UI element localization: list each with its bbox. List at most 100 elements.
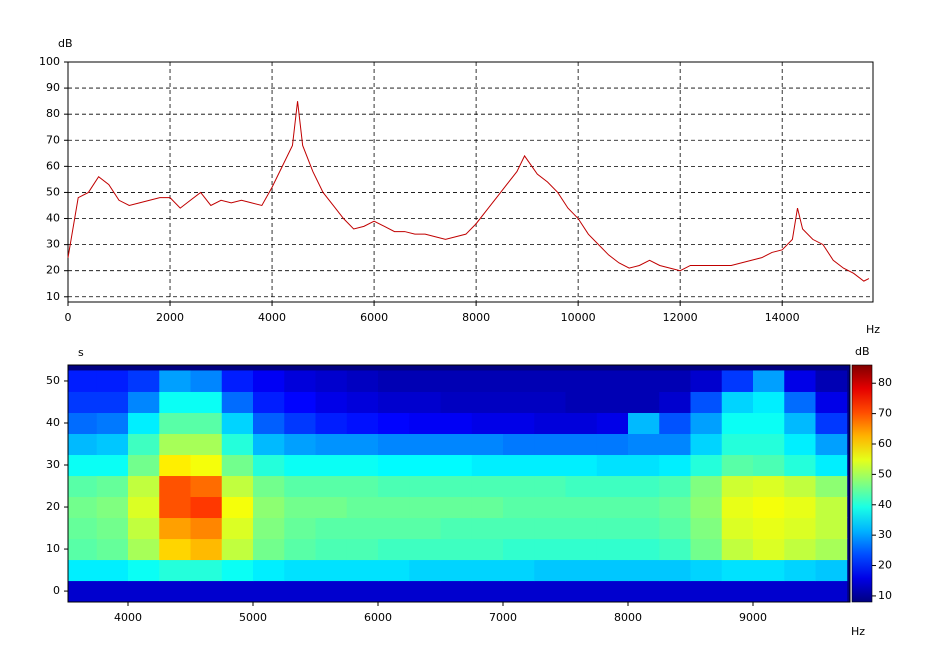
heat-cell	[159, 412, 191, 434]
heat-cell	[565, 475, 598, 498]
heat-cell	[534, 496, 566, 519]
heat-cell	[221, 517, 254, 540]
heat-cell	[409, 538, 441, 561]
heat-cell	[659, 580, 691, 603]
heat-cell	[753, 412, 785, 434]
heat-cell	[221, 370, 254, 392]
heat-cell	[659, 538, 691, 561]
heat-cell	[440, 370, 473, 392]
heat-cell	[440, 580, 473, 603]
heat-cell	[721, 496, 754, 519]
heat-cell	[284, 475, 316, 498]
heat-cell	[253, 538, 285, 561]
heat-cell	[409, 391, 441, 413]
heat-cell	[721, 538, 754, 561]
colorbar-tick-label: 60	[878, 437, 892, 450]
heat-cell	[159, 475, 191, 498]
heat-cell	[346, 475, 379, 498]
heat-cell	[690, 559, 723, 582]
heat-cell	[628, 412, 660, 434]
heat-cell	[659, 559, 691, 582]
heat-cell	[503, 370, 535, 392]
y-tick-label: 50	[46, 374, 60, 387]
heat-cell	[471, 391, 504, 413]
heat-cell	[253, 475, 285, 498]
heat-cell	[128, 475, 160, 498]
heat-cell	[784, 370, 816, 392]
heat-cell	[284, 412, 316, 434]
heat-cell	[284, 391, 316, 413]
heat-cell	[68, 454, 98, 477]
heat-cell	[253, 433, 285, 456]
y-tick-label: 30	[46, 458, 60, 471]
heat-cell	[96, 559, 129, 582]
heat-cell	[96, 412, 129, 434]
heat-cell	[784, 454, 816, 477]
heat-cell	[96, 391, 129, 413]
x-tick-label: 8000	[462, 311, 490, 324]
heat-cell	[596, 580, 629, 603]
heat-cell	[753, 433, 785, 456]
heat-cell	[503, 475, 535, 498]
heat-cell	[315, 475, 348, 498]
heat-cell	[534, 454, 566, 477]
heat-cell	[346, 433, 379, 456]
heat-cell	[190, 454, 223, 477]
heat-cell	[378, 412, 410, 434]
spectrogram	[68, 365, 850, 603]
heat-cell	[565, 559, 598, 582]
heat-cell	[221, 496, 254, 519]
heat-cell	[253, 391, 285, 413]
x-tick-label: 2000	[156, 311, 184, 324]
heat-cell	[346, 412, 379, 434]
heat-cell	[471, 496, 504, 519]
heat-cell	[596, 559, 629, 582]
heat-cell	[815, 433, 848, 456]
heat-cell	[378, 496, 410, 519]
heat-cell	[96, 454, 129, 477]
y-tick-label: 30	[46, 238, 60, 251]
heat-cell	[753, 496, 785, 519]
heat-cell	[128, 391, 160, 413]
heat-cell	[190, 475, 223, 498]
heat-cell	[534, 433, 566, 456]
heat-cell	[253, 370, 285, 392]
heat-cell	[96, 475, 129, 498]
heat-cell	[440, 475, 473, 498]
y-tick-label: 50	[46, 185, 60, 198]
heat-cell	[690, 475, 723, 498]
heat-cell	[628, 559, 660, 582]
heat-cell	[815, 454, 848, 477]
heat-cell	[815, 559, 848, 582]
heat-cell	[284, 433, 316, 456]
heat-cell	[253, 496, 285, 519]
y-tick-label: 40	[46, 212, 60, 225]
heat-cell	[721, 370, 754, 392]
heat-cell	[503, 559, 535, 582]
heat-cell	[753, 517, 785, 540]
heat-cell	[128, 559, 160, 582]
colorbar-tick-label: 10	[878, 589, 892, 602]
heat-cell	[159, 538, 191, 561]
heat-cell	[596, 391, 629, 413]
heat-cell	[690, 538, 723, 561]
heat-cell	[128, 412, 160, 434]
heat-cell	[596, 412, 629, 434]
heat-cell	[534, 580, 566, 603]
heat-cell	[378, 559, 410, 582]
heat-cell	[68, 517, 98, 540]
heat-cell	[221, 559, 254, 582]
heat-cell	[753, 391, 785, 413]
heat-cell	[159, 391, 191, 413]
y-tick-label: 70	[46, 133, 60, 146]
heat-cell	[784, 538, 816, 561]
heat-cell	[128, 370, 160, 392]
heat-cell	[596, 370, 629, 392]
heat-cell	[565, 370, 598, 392]
heat-cell	[159, 433, 191, 456]
heat-cell	[159, 559, 191, 582]
heat-cell	[596, 454, 629, 477]
y-tick-label: 0	[53, 584, 60, 597]
heat-cell	[96, 517, 129, 540]
